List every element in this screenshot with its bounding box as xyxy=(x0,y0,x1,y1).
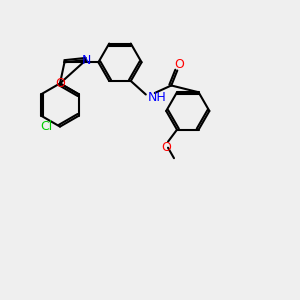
Text: N: N xyxy=(81,53,91,67)
Text: O: O xyxy=(55,77,65,90)
Text: Cl: Cl xyxy=(40,120,52,133)
Text: O: O xyxy=(174,58,184,71)
Text: NH: NH xyxy=(147,91,166,104)
Text: O: O xyxy=(162,141,171,154)
